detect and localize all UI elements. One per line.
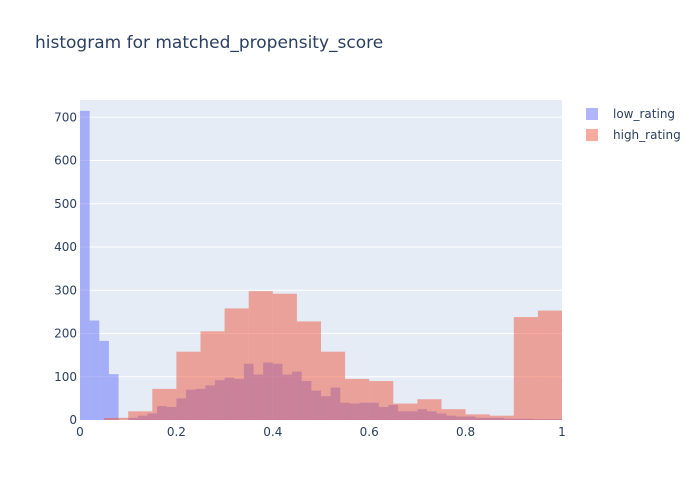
legend-swatch-high-rating [586,128,598,141]
legend-swatch-low-rating [586,107,598,120]
bar-high_rating-19[interactable] [537,310,562,420]
y-axis-ticks: 0 100 200 300 400 500 600 700 [54,110,77,427]
chart-title: histogram for matched_propensity_score [35,33,384,53]
bar-high_rating-17[interactable] [489,415,514,420]
y-tick-label-4: 400 [54,240,77,254]
x-tick-label-1: 0.2 [167,425,186,439]
bar-low_rating-0[interactable] [80,110,90,420]
bar-high_rating-9[interactable] [296,321,321,420]
bar-high_rating-5[interactable] [200,331,225,420]
bar-high_rating-18[interactable] [513,317,538,420]
x-tick-label-5: 1 [558,425,566,439]
bar-high_rating-10[interactable] [321,351,346,420]
bar-high_rating-6[interactable] [224,308,249,420]
x-tick-label-4: 0.8 [456,425,475,439]
bar-high_rating-12[interactable] [369,381,394,420]
bar-high_rating-15[interactable] [441,409,466,420]
y-tick-label-5: 500 [54,197,77,211]
x-tick-label-3: 0.6 [360,425,379,439]
bar-high_rating-1[interactable] [104,417,129,420]
y-tick-label-1: 100 [54,370,77,384]
bar-low_rating-1[interactable] [89,320,100,420]
bar-high_rating-14[interactable] [417,399,442,420]
legend-item-high-rating[interactable]: high_rating [586,125,681,144]
legend-item-low-rating[interactable]: low_rating [586,104,681,123]
y-tick-label-7: 700 [54,110,77,124]
bar-high_rating-13[interactable] [393,403,418,420]
bar-high_rating-16[interactable] [465,414,490,420]
series-high_rating [104,291,562,420]
x-tick-label-0: 0 [76,425,84,439]
legend[interactable]: low_rating high_rating [586,104,681,146]
y-tick-label-6: 600 [54,154,77,168]
bar-low_rating-3[interactable] [108,374,119,420]
legend-label-high-rating: high_rating [613,127,681,142]
legend-label-low-rating: low_rating [613,106,676,121]
bar-high_rating-3[interactable] [152,388,177,420]
bars [80,110,562,420]
bar-high_rating-11[interactable] [345,378,370,420]
x-axis-ticks: 0 0.2 0.4 0.6 0.8 1 [76,425,566,439]
bar-low_rating-2[interactable] [99,340,109,420]
bar-high_rating-4[interactable] [176,351,201,420]
y-tick-label-0: 0 [69,413,77,427]
y-tick-label-3: 300 [54,283,77,297]
bar-high_rating-2[interactable] [128,411,153,420]
x-tick-label-2: 0.4 [263,425,282,439]
bar-high_rating-8[interactable] [272,293,297,420]
y-tick-label-2: 200 [54,327,77,341]
bar-high_rating-7[interactable] [248,291,273,420]
